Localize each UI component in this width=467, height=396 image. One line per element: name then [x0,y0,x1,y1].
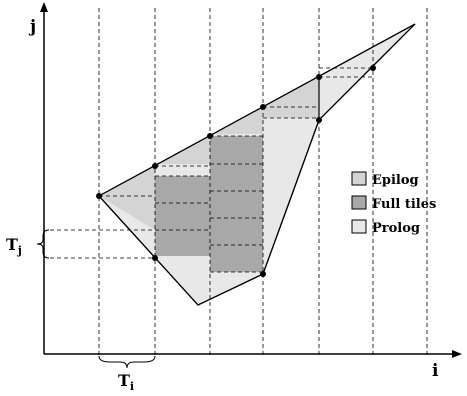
vertex-dot [207,133,213,139]
full-tile [155,176,210,256]
epilog-region [99,166,155,230]
tj-brace-icon [36,229,50,259]
vertex-dot [370,65,376,71]
legend-label-prolog: Prolog [372,221,420,236]
legend-label-full-tiles: Full tiles [372,197,436,212]
y-axis-label: j [28,17,36,37]
x-axis-arrow-icon [452,350,462,358]
vertex-dot [260,104,266,110]
vertex-dots [96,65,376,277]
legend-swatch-epilog [351,171,367,186]
ti-label: Ti [118,371,134,393]
vertex-dot [96,193,102,199]
full-tile [210,136,263,272]
legend: Epilog Full tiles Prolog [351,171,436,236]
polygon-edges [98,23,416,306]
epilog-region [263,77,319,118]
vertex-dot [152,163,158,169]
legend-label-epilog: Epilog [372,173,419,188]
axes [43,8,456,355]
vertex-dot [316,117,322,123]
ti-brace-icon [98,355,156,369]
vertex-dot [260,271,266,277]
tj-label: Tj [6,235,22,257]
x-axis-label: i [432,361,439,381]
vertex-dot [152,255,158,261]
legend-swatch-full-tiles [351,195,367,210]
y-axis-arrow-icon [40,2,48,12]
vertex-dot [316,74,322,80]
legend-swatch-prolog [351,219,367,234]
